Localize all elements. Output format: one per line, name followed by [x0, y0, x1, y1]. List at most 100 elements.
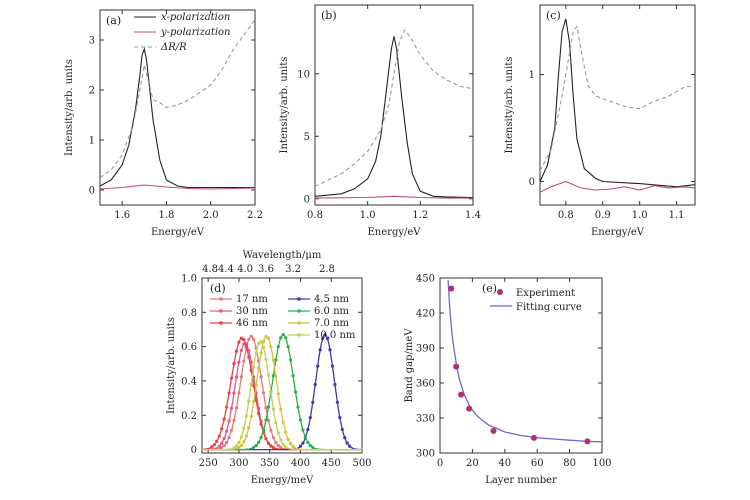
series-point	[321, 337, 325, 341]
series-point	[325, 337, 330, 341]
panel-tag: (e)	[482, 282, 497, 295]
series-point	[306, 427, 310, 432]
series-point	[259, 340, 263, 344]
plot-area	[540, 18, 695, 193]
series-point	[274, 440, 278, 445]
legend-marker	[219, 321, 223, 325]
series-point	[316, 364, 320, 368]
series-point	[261, 428, 266, 432]
series-line--R-R	[540, 24, 695, 172]
legend-marker	[297, 297, 301, 301]
plot-area	[315, 28, 473, 199]
y-tick-label: 5	[304, 132, 310, 143]
series-point	[343, 436, 347, 440]
series-point	[252, 384, 256, 388]
top-axis-label: Wavelength/μm	[243, 250, 322, 261]
series-point	[254, 398, 258, 402]
series-point	[225, 440, 229, 445]
panel-0: 1.6 1.8 2.0 2.2 0 1 2 3 Energy/eV Intensity/arb. …	[64, 9, 263, 238]
y-tick-label: 3	[89, 36, 95, 47]
y-tick-label: 0	[304, 194, 310, 205]
x-tick-label: 1.1	[669, 210, 685, 221]
series-point	[340, 427, 344, 432]
x-tick-label: 1.0	[360, 210, 376, 221]
series-point	[311, 400, 315, 404]
series-point	[220, 427, 224, 431]
top-tick-label: 4.0	[237, 264, 253, 275]
plot-area	[447, 280, 602, 445]
series-point	[269, 444, 273, 448]
series-point	[279, 445, 283, 450]
series-point	[279, 438, 283, 442]
series-point	[244, 414, 248, 418]
series-point	[303, 435, 307, 439]
series-point	[229, 406, 234, 410]
series-point	[242, 426, 246, 430]
series-point	[249, 382, 253, 386]
panel-tag: (a)	[106, 14, 121, 27]
series-point	[239, 435, 243, 439]
series-point	[229, 428, 234, 432]
y-tick-label: 1	[529, 70, 535, 81]
series-point	[271, 445, 275, 450]
series-point	[234, 406, 239, 410]
series-point	[298, 444, 303, 448]
plot-frame	[439, 277, 603, 454]
series-point	[232, 418, 236, 423]
x-axis-label: Energy/eV	[151, 227, 205, 238]
series-point	[279, 336, 283, 340]
series-point	[271, 407, 275, 411]
y-tick-label: 420	[416, 309, 435, 320]
panel-tag: (d)	[210, 282, 226, 295]
series-line--R-R	[100, 19, 255, 178]
x-tick-label: 450	[322, 458, 341, 469]
top-tick-label: 2.8	[319, 264, 335, 275]
panel-tag: (b)	[321, 9, 337, 22]
series-point	[222, 443, 226, 448]
experiment-point	[453, 363, 460, 370]
series-point	[338, 416, 342, 420]
x-axis-label: Energy/meV	[251, 475, 314, 486]
legend-label: ΔR/R	[160, 42, 187, 53]
legend-label: y-polarization	[160, 27, 231, 38]
top-tick-label: 4.84.4	[202, 264, 234, 275]
series-point	[232, 362, 236, 366]
y-tick-label: 0	[191, 445, 197, 456]
y-tick-label: 0.4	[181, 376, 197, 387]
y-tick-label: 2	[89, 86, 95, 97]
series-point	[266, 373, 271, 377]
legend-label: x-polarization	[161, 12, 230, 23]
x-tick-label: 100	[592, 458, 611, 469]
series-point	[269, 428, 273, 432]
legend-label: Fitting curve	[516, 302, 582, 313]
experiment-point	[490, 427, 497, 434]
series-point	[217, 434, 221, 438]
series-point	[281, 442, 285, 447]
series-point	[271, 435, 275, 440]
series-point	[257, 411, 261, 415]
x-tick-label: 0.9	[595, 210, 611, 221]
x-tick-label: 40	[498, 458, 511, 469]
series-point	[232, 446, 236, 450]
series-point	[269, 345, 273, 349]
y-tick-label: 330	[416, 414, 435, 425]
series-point	[252, 400, 256, 404]
experiment-point	[584, 438, 591, 445]
series-point	[261, 391, 266, 395]
series-point	[257, 440, 261, 444]
series-point	[242, 342, 246, 346]
x-tick-label: 60	[531, 458, 544, 469]
series-point	[237, 360, 241, 364]
series-point	[227, 419, 231, 423]
plot-frame	[99, 9, 256, 206]
series-point	[215, 439, 219, 443]
series-point	[252, 365, 256, 369]
series-point	[318, 348, 322, 352]
series-point	[259, 435, 263, 439]
series-point	[220, 445, 224, 450]
series-point	[276, 443, 280, 448]
series-point	[257, 342, 261, 346]
series-point	[212, 443, 216, 447]
panel-4: 0 20 40 60 80 100 300 330 360 390 420 450 Layer numb…	[404, 274, 612, 487]
